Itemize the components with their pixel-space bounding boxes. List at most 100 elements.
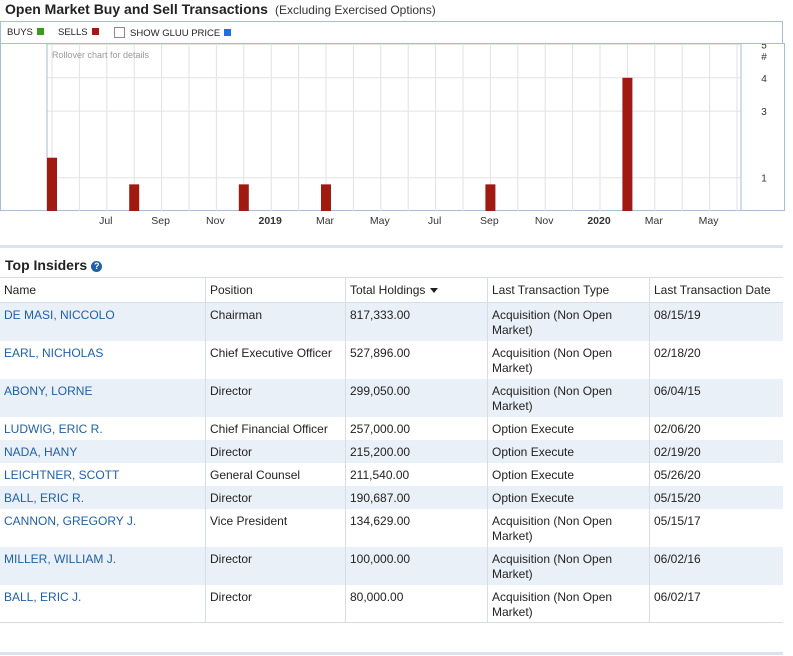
buys-color-swatch <box>36 28 44 35</box>
insider-transaction-type-cell: Option Execute <box>487 417 650 440</box>
insider-transaction-date: 02/18/20 <box>654 346 701 360</box>
insider-transaction-date: 05/15/20 <box>654 491 701 505</box>
chart-plot-area[interactable]: #1 3 4 5 <box>0 43 785 211</box>
y-tick-label: 5 <box>761 44 767 52</box>
insider-name-cell: ABONY, LORNE <box>0 379 206 417</box>
insider-name-link[interactable]: BALL, ERIC J. <box>4 590 82 604</box>
insider-position: Director <box>210 384 253 398</box>
insider-name-link[interactable]: CANNON, GREGORY J. <box>4 514 137 528</box>
insider-name-link[interactable]: DE MASI, NICCOLO <box>4 308 115 322</box>
insider-transaction-date: 05/15/17 <box>654 514 701 528</box>
insider-name-link[interactable]: BALL, ERIC R. <box>4 491 85 505</box>
col-header-position[interactable]: Position <box>205 277 346 303</box>
bottom-divider <box>0 652 783 655</box>
insider-transaction-date: 02/06/20 <box>654 422 701 436</box>
insider-transaction-type: Acquisition (Non Open Market) <box>492 514 613 543</box>
insider-transaction-date: 02/19/20 <box>654 445 701 459</box>
insider-holdings-cell: 215,200.00 <box>345 440 488 463</box>
insider-holdings: 80,000.00 <box>350 590 404 604</box>
insider-position: Chief Executive Officer <box>210 346 332 360</box>
insider-name-cell: CANNON, GREGORY J. <box>0 509 206 547</box>
insider-position-cell: Director <box>205 440 346 463</box>
insider-transaction-date: 05/26/20 <box>654 468 701 482</box>
show-price-label: SHOW GLUU PRICE <box>130 28 221 39</box>
x-tick-label: Sep <box>151 215 170 227</box>
insider-transaction-type-cell: Acquisition (Non Open Market) <box>487 341 650 379</box>
chart-header: Open Market Buy and Sell Transactions (Ex… <box>5 0 436 18</box>
col-header-name[interactable]: Name <box>0 277 206 303</box>
insider-name-link[interactable]: LUDWIG, ERIC R. <box>4 422 103 436</box>
x-tick-label: 2019 <box>258 215 282 227</box>
insider-holdings-cell: 257,000.00 <box>345 417 488 440</box>
x-tick-label: May <box>698 215 719 227</box>
insider-position: Director <box>210 552 253 566</box>
col-header-holdings[interactable]: Total Holdings <box>345 277 488 303</box>
insider-transaction-date-cell: 02/19/20 <box>649 440 783 463</box>
insiders-table-body: DE MASI, NICCOLO Chairman 817,333.00 Acquis… <box>0 302 783 623</box>
insider-holdings: 211,540.00 <box>350 468 410 482</box>
insider-holdings: 817,333.00 <box>350 308 411 322</box>
x-tick-label: Nov <box>534 215 554 227</box>
insider-holdings: 527,896.00 <box>350 346 411 360</box>
table-bottom-border <box>0 622 783 623</box>
table-row: BALL, ERIC J. Director 80,000.00 Acquisitio… <box>0 585 783 623</box>
insider-transaction-type-cell: Option Execute <box>487 440 650 463</box>
bar-sells <box>47 157 57 211</box>
table-row: CANNON, GREGORY J. Vice President 134,629.… <box>0 509 783 547</box>
insider-position-cell: Chief Financial Officer <box>205 417 346 440</box>
insiders-heading: Top Insiders? <box>5 257 103 273</box>
insider-transaction-date-cell: 05/15/20 <box>649 486 783 509</box>
bar-sells <box>485 184 496 211</box>
table-row: ABONY, LORNE Director 299,050.00 Acquisitio… <box>0 379 783 417</box>
insider-position-cell: Director <box>205 585 346 623</box>
insider-transaction-type: Acquisition (Non Open Market) <box>492 552 613 581</box>
insider-name-link[interactable]: LEICHTNER, SCOTT <box>4 468 120 482</box>
bar-sells <box>238 184 249 211</box>
chart-title: Open Market Buy and Sell Transactions <box>5 1 268 17</box>
insider-holdings: 257,000.00 <box>350 422 411 436</box>
insider-position: Vice President <box>210 514 288 528</box>
table-row: NADA, HANY Director 215,200.00 Option Execu… <box>0 440 783 463</box>
insiders-title: Top Insiders <box>5 257 88 273</box>
insider-position-cell: Chairman <box>205 302 346 341</box>
insider-name-link[interactable]: MILLER, WILLIAM J. <box>4 552 117 566</box>
insider-name-cell: LEICHTNER, SCOTT <box>0 463 206 486</box>
insider-transaction-type-cell: Acquisition (Non Open Market) <box>487 585 650 623</box>
table-header-row: Name Position Total Holdings Last Transa… <box>0 277 783 303</box>
insider-holdings: 299,050.00 <box>350 384 411 398</box>
x-tick-label: Nov <box>206 215 225 227</box>
x-tick-label: 2020 <box>587 215 611 227</box>
insider-name-link[interactable]: NADA, HANY <box>4 445 78 459</box>
table-row: DE MASI, NICCOLO Chairman 817,333.00 Acquis… <box>0 302 783 341</box>
insider-position-cell: Director <box>205 486 346 509</box>
insider-position: General Counsel <box>210 468 301 482</box>
col-header-date[interactable]: Last Transaction Date <box>649 277 783 303</box>
show-price-checkbox[interactable] <box>114 27 125 38</box>
insider-name-cell: BALL, ERIC J. <box>0 585 206 623</box>
insider-holdings: 134,629.00 <box>350 514 411 528</box>
insider-transaction-type: Option Execute <box>492 422 575 436</box>
x-tick-label: Jul <box>427 215 442 227</box>
bar-sells <box>321 184 331 211</box>
show-price-toggle[interactable]: SHOW GLUU PRICE <box>114 27 232 39</box>
insider-holdings: 100,000.00 <box>350 552 411 566</box>
insider-holdings: 190,687.00 <box>350 491 411 505</box>
sort-desc-icon <box>430 288 439 293</box>
insider-transaction-type-cell: Acquisition (Non Open Market) <box>487 509 650 547</box>
help-icon[interactable]: ? <box>91 261 103 272</box>
insider-name-link[interactable]: ABONY, LORNE <box>4 384 93 398</box>
insider-transaction-type: Acquisition (Non Open Market) <box>492 590 613 619</box>
insider-transaction-date-cell: 02/06/20 <box>649 417 783 440</box>
bar-sells <box>129 184 140 211</box>
insiders-table: Name Position Total Holdings Last Transa… <box>0 277 783 623</box>
insider-transaction-type-cell: Acquisition (Non Open Market) <box>487 379 650 417</box>
insider-name-link[interactable]: EARL, NICHOLAS <box>4 346 104 360</box>
insider-transaction-type-cell: Acquisition (Non Open Market) <box>487 302 650 341</box>
transactions-chart: #1 3 4 5 <box>46 44 767 211</box>
insider-transaction-date: 08/15/19 <box>654 308 701 322</box>
col-header-type[interactable]: Last Transaction Type <box>487 277 650 303</box>
section-divider <box>0 245 783 248</box>
chart-legend: BUYS SELLS SHOW GLUU PRICE <box>0 21 783 43</box>
insider-name-cell: DE MASI, NICCOLO <box>0 302 206 341</box>
insider-transaction-date-cell: 05/26/20 <box>649 463 783 486</box>
